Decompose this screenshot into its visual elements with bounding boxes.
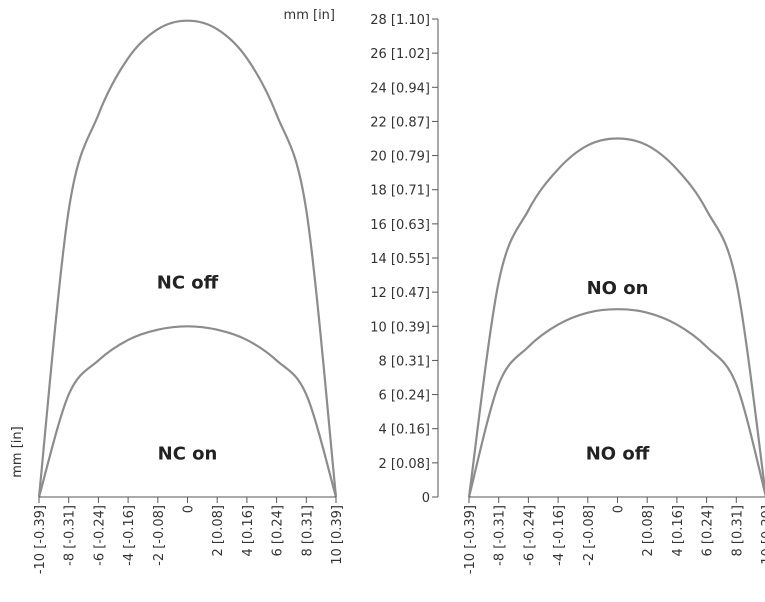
y-tick-label: 28 [1.10] <box>370 13 430 28</box>
chart-panel-no: -10 [-0.39] -8 [-0.31] -6 [-0.24] -4 [-0.16… <box>463 137 765 574</box>
x-tick-label: 0 <box>612 505 627 513</box>
y-tick-label: 8 [0.31] <box>379 354 431 369</box>
x-tick-label: 6 [0.24] <box>271 505 286 557</box>
x-tick-label: -4 [-0.16] <box>122 505 137 566</box>
annotations-no: NO on NO off <box>586 278 650 465</box>
x-tick-label: 2 [0.08] <box>641 505 656 557</box>
region-label-nc-off: NC off <box>157 273 219 294</box>
x-tick-label: -4 [-0.16] <box>552 505 567 566</box>
x-tick-label: 4 [0.16] <box>241 505 256 557</box>
y-tick-label: 18 [0.71] <box>370 184 430 199</box>
x-tick-label: -8 [-0.31] <box>63 505 78 566</box>
x-axis-nc: -10 [-0.39] -8 [-0.31] -6 [-0.24] -4 [-0.16… <box>33 496 345 574</box>
y-tick-label: 4 [0.16] <box>379 423 431 438</box>
x-tick-label: 4 [0.16] <box>671 505 686 557</box>
x-tick-label: 2 [0.08] <box>211 505 226 557</box>
y-tick-label: 24 [0.94] <box>370 81 430 96</box>
y-tick-label: 10 [0.39] <box>370 320 430 335</box>
y-unit-label-top: mm [in] <box>284 8 335 23</box>
y-tick-label: 26 [1.02] <box>370 47 430 62</box>
x-tick-label: -10 [-0.39] <box>463 505 478 574</box>
x-tick-label: -8 [-0.31] <box>493 505 508 566</box>
y-tick-label: 12 [0.47] <box>370 286 430 301</box>
x-axis-no: -10 [-0.39] -8 [-0.31] -6 [-0.24] -4 [-0.16… <box>463 496 765 574</box>
x-tick-label: 8 [0.31] <box>730 505 745 557</box>
x-tick-label: 10 [0.39] <box>760 505 765 565</box>
region-label-no-on: NO on <box>587 278 649 299</box>
series-group-no <box>467 137 765 498</box>
x-tick-label: 8 [0.31] <box>300 505 315 557</box>
series-line-nc-off <box>37 19 338 498</box>
chart-panel-nc: mm [in] mm [in] -10 [-0.39] -8 [-0.31] -6 … <box>10 8 345 574</box>
series-line-nc-on <box>37 325 338 498</box>
y-tick-label: 22 [0.87] <box>370 115 430 130</box>
x-tick-label: -6 [-0.24] <box>522 505 537 566</box>
x-tick-label: 6 [0.24] <box>701 505 716 557</box>
y-tick-label: 14 [0.55] <box>370 252 430 267</box>
region-label-nc-on: NC on <box>158 443 218 464</box>
y-tick-label: 2 [0.08] <box>379 457 431 472</box>
series-group-nc <box>37 19 338 498</box>
y-tick-label: 6 [0.24] <box>379 389 431 404</box>
x-tick-label: -2 [-0.08] <box>582 505 597 566</box>
y-tick-label: 20 [0.79] <box>370 150 430 165</box>
y-axis: 0 2 [0.08] 4 [0.16] 6 [0.24] 8 [0.31] 10 [0.3… <box>370 13 439 506</box>
x-tick-label: -6 [-0.24] <box>92 505 107 566</box>
x-tick-label: -10 [-0.39] <box>33 505 48 574</box>
series-line-no-on <box>467 137 765 498</box>
x-tick-label: -2 [-0.08] <box>152 505 167 566</box>
y-tick-label: 0 <box>422 491 430 506</box>
x-tick-label: 0 <box>182 505 197 513</box>
series-line-no-off <box>467 308 765 498</box>
y-unit-label-left: mm [in] <box>10 426 25 477</box>
x-tick-label: 10 [0.39] <box>330 505 345 565</box>
y-tick-label: 16 [0.63] <box>370 218 430 233</box>
region-label-no-off: NO off <box>586 443 650 464</box>
annotations-nc: NC off NC on <box>157 273 219 465</box>
